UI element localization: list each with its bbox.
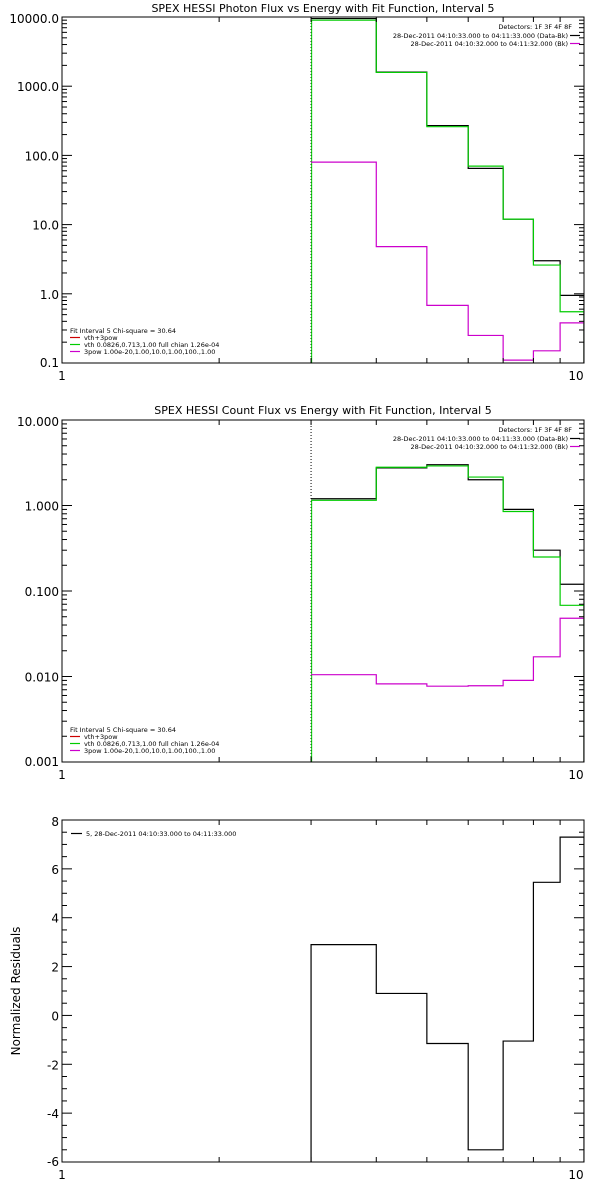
legend-entry: 28-Dec-2011 04:10:33.000 to 04:11:33.000…	[393, 32, 568, 40]
y-tick-label: 0	[51, 1009, 59, 1023]
y-tick-label: 100.0	[25, 149, 59, 163]
x-tick-label: 10	[568, 1168, 583, 1182]
y-tick-label: 1000.0	[17, 80, 59, 94]
legend-entry: 28-Dec-2011 04:10:33.000 to 04:11:33.000…	[393, 435, 568, 443]
legend-entry: 28-Dec-2011 04:10:32.000 to 04:11:32.000…	[411, 443, 569, 451]
legend-entry: vth+3pow	[84, 334, 118, 342]
series-data	[311, 464, 584, 762]
legend-entry: vth+3pow	[84, 733, 118, 741]
series-data	[311, 17, 584, 363]
series-fit	[311, 19, 584, 363]
series-background	[311, 617, 584, 762]
x-tick-label: 10	[568, 369, 583, 383]
axis-frame	[61, 16, 585, 364]
chart-title: SPEX HESSI Count Flux vs Energy with Fit…	[154, 404, 491, 417]
legend-detectors: Detectors: 1F 3F 4F 8F	[498, 23, 572, 31]
y-axis-label: Normalized Residuals	[9, 927, 23, 1056]
chart-panel-1: SPEX HESSI Photon Flux vs Energy with Fi…	[9, 2, 585, 383]
series-fit	[311, 465, 584, 762]
y-tick-label: 0.100	[25, 585, 59, 599]
legend-fit-header: Fit Interval 5 Chi-square = 30.64	[70, 327, 176, 335]
y-tick-label: 1.000	[25, 500, 59, 514]
y-tick-label: 10.000	[17, 415, 59, 429]
series-residuals	[310, 836, 584, 1162]
y-tick-label: 2	[51, 961, 59, 975]
axis-frame	[61, 419, 585, 763]
chart-panel-3: 1 10 -6 -4 -2 0 2 4 6 8 Normalized Residuals 5, 28-…	[9, 815, 585, 1182]
legend-entry: vth 0.0826,0.713,1.00 full chian 1.26e-0…	[84, 341, 219, 349]
chart-title: SPEX HESSI Photon Flux vs Energy with Fi…	[151, 2, 494, 15]
y-tick-label: 0.010	[25, 671, 59, 685]
y-tick-label: 1.0	[40, 288, 59, 302]
y-tick-label: -6	[47, 1155, 59, 1169]
chart-panel-2: SPEX HESSI Count Flux vs Energy with Fit…	[17, 404, 585, 782]
plot-area	[310, 836, 584, 1162]
legend-entry: 5, 28-Dec-2011 04:10:33.000 to 04:11:33.…	[86, 830, 236, 838]
x-tick-label: 1	[58, 768, 66, 782]
legend-entry: 3pow 1.00e-20,1.00,10.0,1.00,100.,1.00	[84, 747, 215, 755]
y-tick-label: -2	[47, 1058, 59, 1072]
legend-entry: vth 0.0826,0.713,1.00 full chian 1.26e-0…	[84, 740, 219, 748]
x-tick-label: 1	[58, 1168, 66, 1182]
x-tick-label: 1	[58, 369, 66, 383]
y-tick-label: 10000.0	[9, 12, 59, 26]
y-tick-label: -4	[47, 1107, 59, 1121]
plot-area	[310, 420, 584, 762]
y-tick-label: 0.001	[25, 755, 59, 769]
series-background	[311, 161, 584, 363]
legend-fit-header: Fit Interval 5 Chi-square = 30.64	[70, 726, 176, 734]
legend-entry: 28-Dec-2011 04:10:32.000 to 04:11:32.000…	[411, 40, 569, 48]
legend-entry: 3pow 1.00e-20,1.00,10.0,1.00,100.,1.00	[84, 348, 215, 356]
y-tick-label: 0.1	[40, 356, 59, 370]
x-tick-label: 10	[568, 768, 583, 782]
axis-frame	[61, 819, 585, 1163]
legend-detectors: Detectors: 1F 3F 4F 8F	[498, 426, 572, 434]
y-tick-label: 10.0	[32, 219, 59, 233]
y-tick-label: 6	[51, 863, 59, 877]
plot-area	[310, 17, 584, 363]
y-tick-label: 4	[51, 912, 59, 926]
y-tick-label: 8	[51, 815, 59, 829]
